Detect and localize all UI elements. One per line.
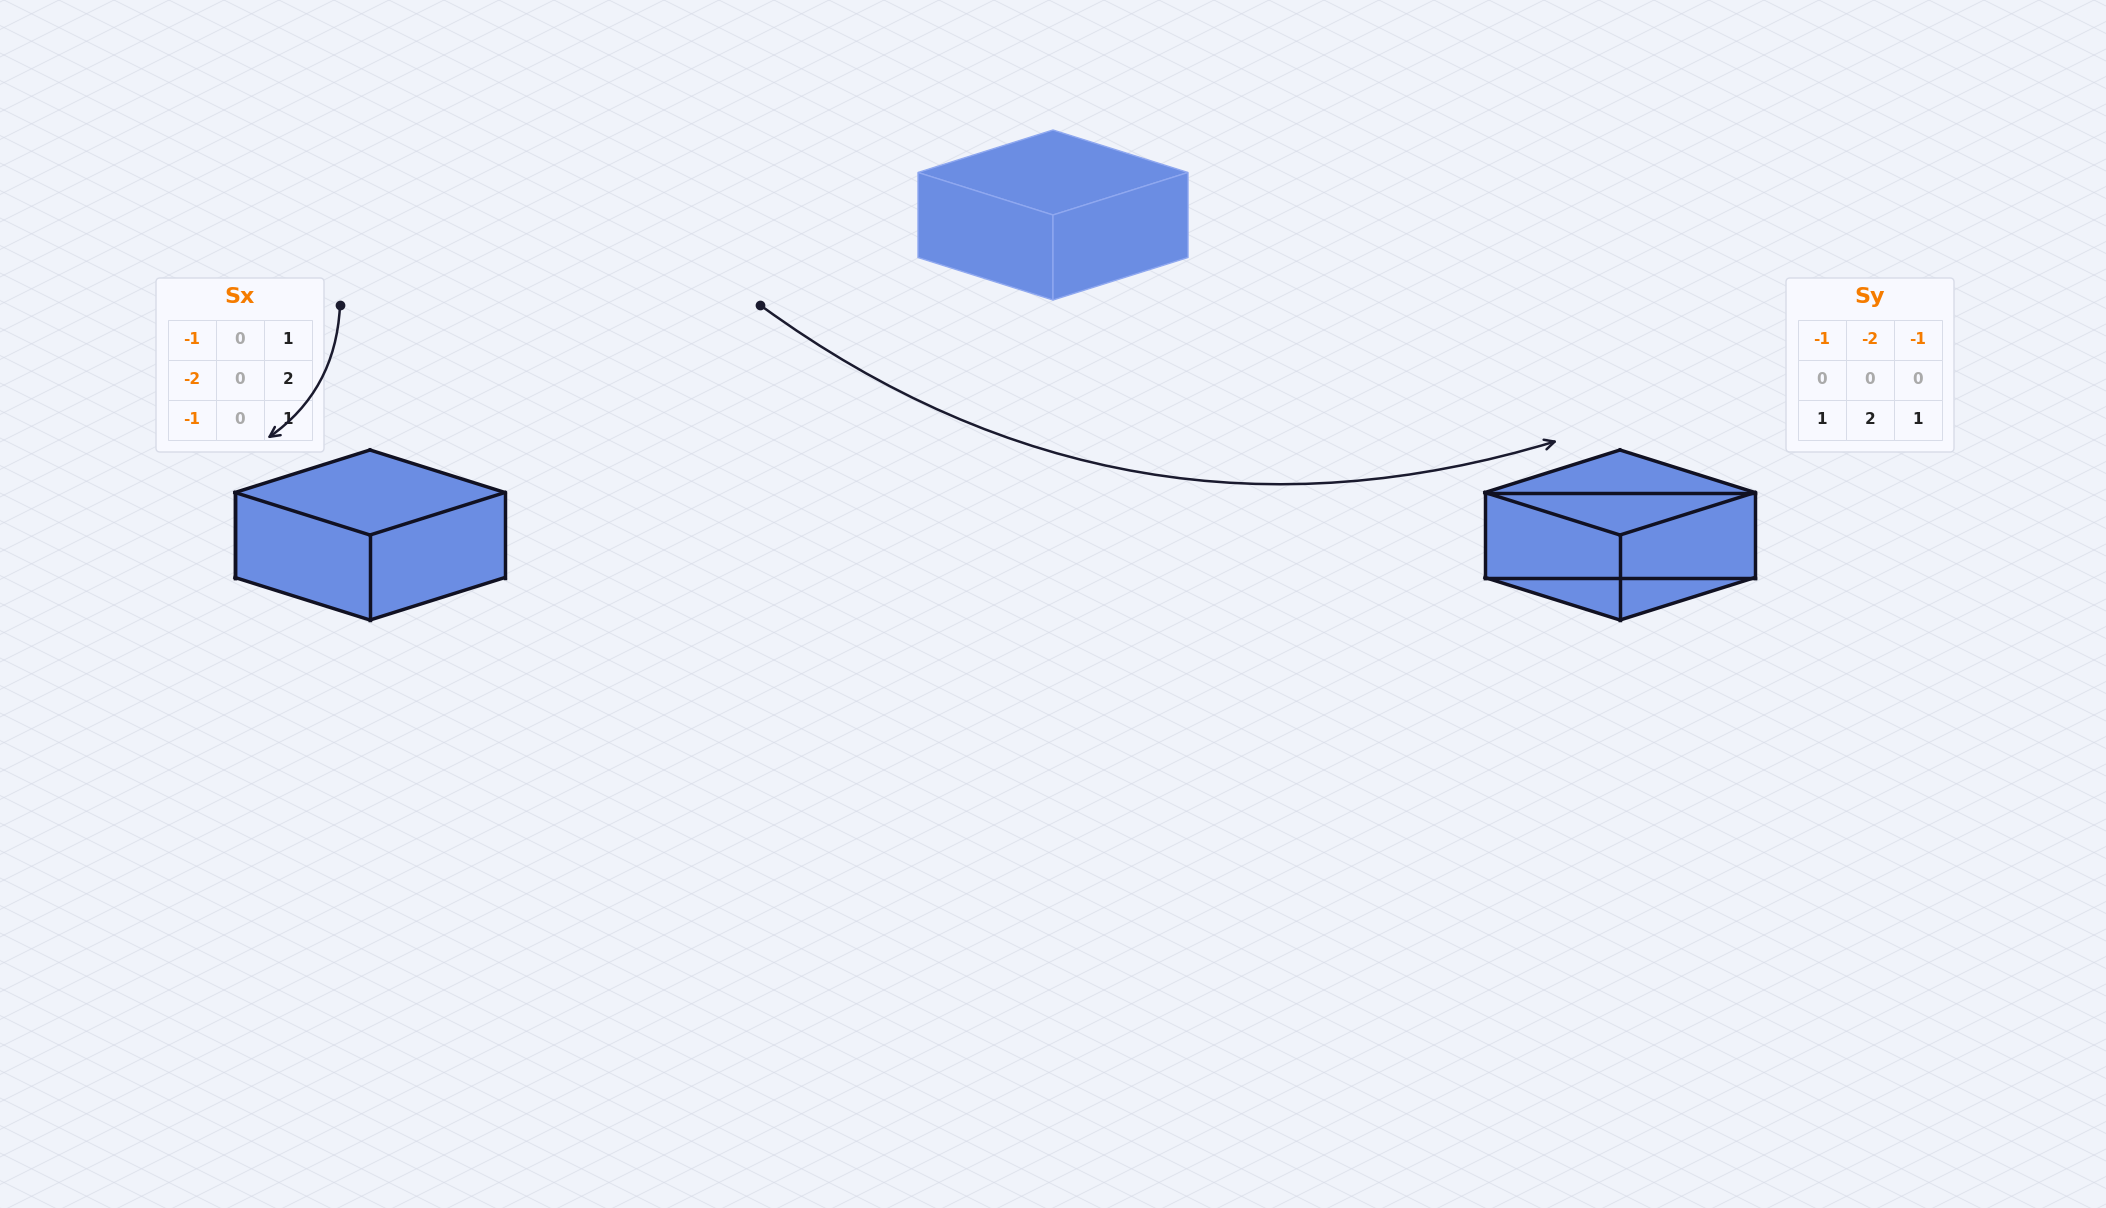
- Text: -1: -1: [183, 332, 200, 348]
- Text: 1: 1: [282, 412, 293, 428]
- Bar: [263, 320, 312, 360]
- FancyBboxPatch shape: [1786, 278, 1954, 452]
- Polygon shape: [236, 451, 505, 535]
- Polygon shape: [918, 173, 1053, 300]
- Text: 0: 0: [1912, 372, 1923, 388]
- Bar: [1799, 360, 1847, 400]
- Bar: [1893, 360, 1942, 400]
- Text: -2: -2: [1862, 332, 1879, 348]
- Text: 2: 2: [282, 372, 293, 388]
- Text: 1: 1: [1912, 412, 1923, 428]
- Text: 0: 0: [234, 372, 244, 388]
- Text: 0: 0: [234, 412, 244, 428]
- Text: Sy: Sy: [1855, 288, 1885, 307]
- Text: 0: 0: [1864, 372, 1874, 388]
- Text: -1: -1: [1813, 332, 1830, 348]
- Text: -1: -1: [183, 412, 200, 428]
- Bar: [1799, 400, 1847, 440]
- Bar: [263, 400, 312, 440]
- Polygon shape: [918, 130, 1188, 215]
- Bar: [1799, 320, 1847, 360]
- Polygon shape: [1053, 173, 1188, 300]
- Polygon shape: [1485, 493, 1620, 620]
- Polygon shape: [371, 493, 505, 620]
- Text: 2: 2: [1864, 412, 1874, 428]
- Text: -1: -1: [1910, 332, 1927, 348]
- Bar: [217, 320, 263, 360]
- Bar: [217, 360, 263, 400]
- Bar: [1847, 320, 1893, 360]
- Polygon shape: [1620, 493, 1754, 620]
- Bar: [263, 360, 312, 400]
- Text: 0: 0: [1817, 372, 1828, 388]
- Text: 0: 0: [234, 332, 244, 348]
- Polygon shape: [1485, 451, 1754, 535]
- Text: 1: 1: [282, 332, 293, 348]
- Bar: [168, 360, 217, 400]
- Bar: [168, 400, 217, 440]
- Text: -2: -2: [183, 372, 200, 388]
- Polygon shape: [236, 493, 371, 620]
- Bar: [1847, 360, 1893, 400]
- Bar: [1893, 320, 1942, 360]
- Text: 1: 1: [1817, 412, 1828, 428]
- Bar: [1893, 400, 1942, 440]
- Bar: [1847, 400, 1893, 440]
- Bar: [217, 400, 263, 440]
- FancyBboxPatch shape: [156, 278, 324, 452]
- Bar: [168, 320, 217, 360]
- Text: Sx: Sx: [225, 288, 255, 307]
